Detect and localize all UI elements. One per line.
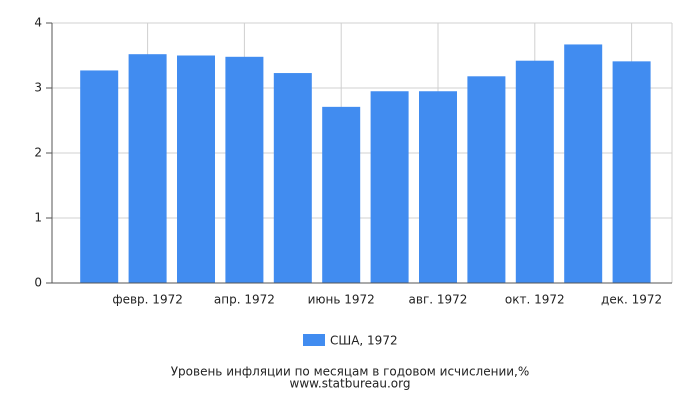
- x-tick-label: февр. 1972: [112, 293, 183, 307]
- legend-swatch: [303, 334, 325, 346]
- x-tick-label: июнь 1972: [308, 293, 375, 307]
- legend-label: США, 1972: [330, 334, 398, 348]
- bar: [128, 54, 167, 284]
- x-tick-label: апр. 1972: [214, 293, 275, 307]
- source: www.statbureau.org: [290, 377, 411, 391]
- y-tick-label: 0: [34, 276, 42, 290]
- bar: [515, 60, 554, 284]
- bar: [225, 56, 264, 283]
- chart-title: Уровень инфляции по месяцам в годовом ис…: [171, 365, 530, 379]
- bar: [80, 70, 119, 283]
- bar: [177, 55, 215, 283]
- y-tick-label: 3: [34, 81, 42, 95]
- bar: [467, 76, 506, 283]
- x-tick-label: окт. 1972: [505, 293, 565, 307]
- x-tick-label: дек. 1972: [601, 293, 662, 307]
- bar: [564, 44, 603, 284]
- y-tick-label: 2: [34, 146, 42, 160]
- bar: [273, 73, 312, 283]
- bar: [322, 106, 361, 283]
- y-tick-label: 4: [34, 16, 42, 30]
- y-tick-label: 1: [34, 211, 42, 225]
- bar: [370, 91, 409, 283]
- bar: [612, 61, 651, 283]
- bar: [419, 91, 457, 283]
- x-tick-label: авг. 1972: [409, 293, 468, 307]
